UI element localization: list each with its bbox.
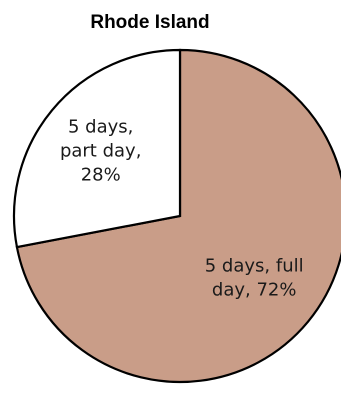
pie-slice-label: 5 days, part day, 28% bbox=[60, 116, 141, 185]
pie-slice-label-line: 5 days, bbox=[68, 116, 133, 137]
pie-slice-label-line: 5 days, full bbox=[205, 255, 304, 276]
pie-slice-5-days-full-day bbox=[15, 48, 341, 384]
pie-slice-label-line: 28% bbox=[81, 164, 121, 185]
pie-slice-label: 5 days, full day, 72% bbox=[205, 255, 304, 300]
pie-slice-label-line: part day, bbox=[60, 140, 141, 161]
pie-slice-label-line: day, 72% bbox=[212, 279, 297, 300]
pie-slice-5-days-part-day bbox=[12, 48, 182, 249]
chart-title: Rhode Island bbox=[90, 12, 210, 33]
